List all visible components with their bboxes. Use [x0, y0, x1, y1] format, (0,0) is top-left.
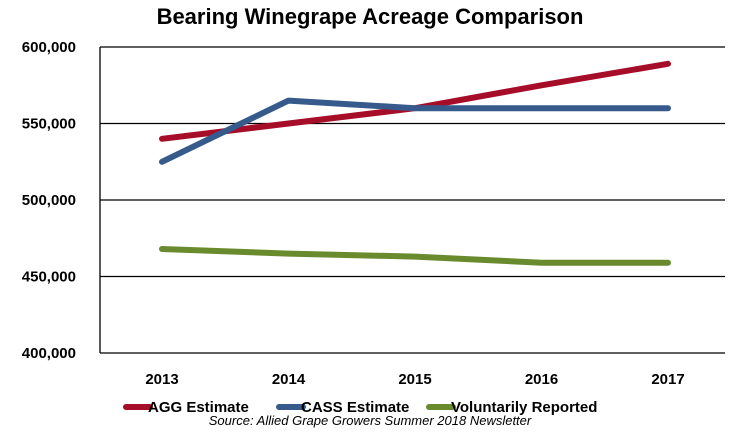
- legend-label: CASS Estimate: [301, 399, 409, 416]
- legend-label: Voluntarily Reported: [451, 399, 597, 416]
- y-tick-label: 450,000: [22, 269, 76, 286]
- source-note: Source: Allied Grape Growers Summer 2018…: [209, 413, 532, 428]
- legend-item: CASS Estimate: [276, 399, 409, 416]
- legend: AGG Estimate CASS Estimate Voluntarily Rep…: [123, 399, 597, 416]
- x-tick-label: 2017: [651, 371, 684, 388]
- axes: [99, 47, 725, 354]
- x-tick-label: 2013: [145, 371, 178, 388]
- y-tick-labels: 400,000 450,000 500,000 550,000 600,000: [22, 39, 76, 362]
- x-tick-label: 2016: [525, 371, 558, 388]
- series-line-cass-estimate: [159, 97, 671, 165]
- x-tick-label: 2015: [398, 371, 431, 388]
- y-tick-label: 400,000: [22, 345, 76, 362]
- legend-label: AGG Estimate: [148, 399, 249, 416]
- y-tick-label: 550,000: [22, 116, 76, 133]
- series-lines: [159, 60, 671, 266]
- x-tick-labels: 2013 2014 2015 2016 2017: [145, 371, 684, 388]
- chart-title: Bearing Winegrape Acreage Comparison: [157, 4, 584, 29]
- y-tick-label: 600,000: [22, 39, 76, 56]
- gridlines: [100, 46, 725, 278]
- legend-item: AGG Estimate: [123, 399, 249, 416]
- legend-item: Voluntarily Reported: [426, 399, 597, 416]
- y-tick-label: 500,000: [22, 192, 76, 209]
- x-tick-label: 2014: [272, 371, 306, 388]
- series-line-voluntarily-reported: [159, 246, 671, 266]
